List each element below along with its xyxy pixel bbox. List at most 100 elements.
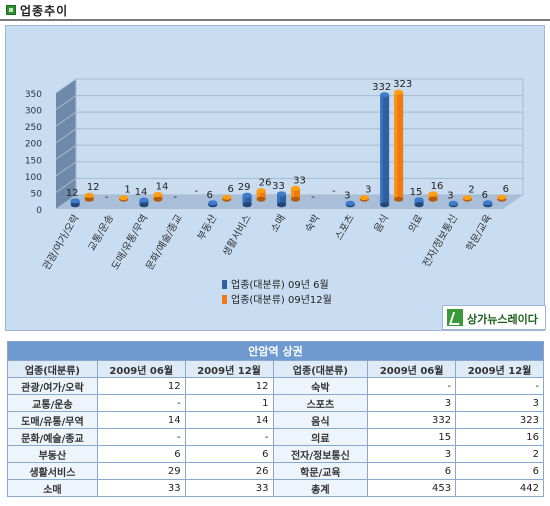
value-cell: 33	[96, 479, 186, 497]
column-header: 2009년 06월	[367, 360, 457, 378]
category-cell: 학문/교육	[272, 462, 369, 480]
data-label: 2	[468, 185, 474, 196]
bar-series-2-base	[84, 196, 94, 202]
table-row: 교통/운송 -1 스포츠 3 3	[7, 394, 544, 412]
y-tick-label: 350	[25, 90, 42, 100]
x-tick-label: 스포츠	[333, 213, 357, 243]
bar-series-2-top	[462, 195, 472, 201]
data-label: -	[311, 192, 315, 203]
bar-series-1-top	[448, 200, 458, 206]
table-row: 도매/유통/무역 14 14 음식 332 323	[7, 411, 544, 429]
gridline	[55, 144, 523, 160]
value-cell: 453	[367, 479, 457, 497]
bar-series-2	[256, 190, 266, 200]
bar-series-2-top	[428, 191, 438, 197]
bar-series-1-highlight	[414, 199, 418, 205]
bar-series-1-top	[277, 191, 286, 197]
bar-series-2-highlight	[153, 194, 157, 200]
brand-badge: 상가뉴스레이다	[442, 305, 546, 330]
data-label: 15	[410, 187, 423, 198]
gridline	[55, 177, 523, 193]
gridline	[55, 78, 523, 94]
value-cell: 6	[367, 462, 457, 480]
y-tick-label: 300	[25, 107, 42, 117]
data-label: 1	[124, 185, 130, 196]
x-tick-label: 숙박	[303, 213, 323, 235]
data-label: 29	[238, 182, 251, 193]
table-row: 생활서비스 29 26 학문/교육 6 6	[7, 462, 544, 480]
y-tick-label: 250	[25, 123, 42, 133]
value-cell: 6	[455, 462, 544, 480]
table-row: 소매 33 33 총계 453 442	[7, 479, 544, 497]
bar-series-1	[277, 193, 286, 205]
bar-series-1-top	[483, 200, 493, 206]
column-header: 업종(대분류)	[7, 360, 98, 378]
y-tick-label: 200	[25, 140, 42, 150]
x-tick-label: 소매	[269, 213, 289, 235]
category-cell: 음식	[272, 411, 369, 429]
column-header: 2009년 06월	[96, 360, 186, 378]
gridline	[55, 128, 523, 144]
bar-series-2-base	[291, 196, 300, 202]
x-tick-label: 도매/유통/무역	[109, 213, 150, 273]
bar-series-1-base	[414, 202, 424, 208]
bar-series-2-top	[153, 192, 163, 198]
table-row: 문화/예술/종교 - - 의료 15 16	[7, 428, 544, 446]
brand-logo-icon	[447, 309, 463, 326]
value-cell: 3	[367, 394, 457, 412]
legend-label: 업종(대분류) 09년12월	[231, 293, 332, 306]
bar-series-2-top	[359, 195, 369, 201]
data-label: 6	[482, 190, 488, 201]
x-tick-label: 교통/운송	[86, 213, 116, 254]
x-tick-label: 문화/예술/종교	[144, 213, 185, 273]
section-header: 업종추이	[0, 0, 550, 22]
category-cell: 전자/정보통신	[272, 445, 369, 463]
bar-series-2-top	[84, 192, 94, 198]
data-label: 12	[66, 188, 79, 199]
value-cell: 12	[184, 377, 274, 395]
y-tick-label: 100	[25, 173, 42, 183]
table-row: 관광/여가/오락 12 12 숙박 - -	[7, 377, 544, 395]
bar-series-2-top	[291, 185, 300, 191]
value-cell: 3	[455, 394, 544, 412]
data-label: 323	[393, 79, 412, 90]
category-cell: 관광/여가/오락	[7, 377, 98, 395]
value-cell: -	[96, 428, 186, 446]
bar-series-1-base	[380, 202, 390, 208]
bar-series-2-top	[119, 195, 129, 201]
value-cell: 323	[455, 411, 544, 429]
square-bullet-icon	[6, 5, 16, 15]
value-cell: 14	[96, 411, 186, 429]
value-cell: 1	[184, 394, 274, 412]
bar-series-2-top	[497, 194, 507, 200]
category-cell: 소매	[7, 479, 98, 497]
table-caption: 안암역 상권	[7, 341, 544, 361]
bar-series-1	[242, 195, 252, 205]
bar-series-2-top	[394, 89, 404, 95]
bar-series-1-top	[380, 92, 390, 98]
bar-series-2-base	[394, 196, 404, 202]
data-label: 33	[293, 175, 306, 186]
bar-series-2-highlight	[394, 92, 398, 200]
category-cell: 스포츠	[272, 394, 369, 412]
data-label: 332	[372, 82, 391, 93]
chart-floor	[56, 195, 523, 209]
table-caption-row: 안암역 상권	[7, 341, 544, 361]
data-label: 6	[503, 184, 509, 195]
x-tick-label: 생활서비스	[219, 212, 253, 258]
data-label: 26	[259, 178, 272, 189]
data-label: 6	[228, 184, 234, 195]
legend-swatch	[222, 280, 227, 289]
bar-series-2-top	[222, 194, 232, 200]
value-cell: 332	[367, 411, 457, 429]
value-cell: 15	[367, 428, 457, 446]
chart-panel: 0 50 100 150 200 250 300 350 12 12 관광/여가/오락 - 1 교통/운송…	[5, 25, 546, 331]
column-header: 2009년 12월	[455, 360, 544, 378]
data-label: -	[174, 192, 178, 203]
data-label: -	[105, 192, 109, 203]
section-title: 업종추이	[20, 4, 69, 18]
gridline	[55, 161, 523, 177]
bar-series-1-base	[70, 202, 80, 208]
data-label: -	[332, 186, 336, 197]
x-tick-label: 학문/교육	[464, 213, 494, 254]
